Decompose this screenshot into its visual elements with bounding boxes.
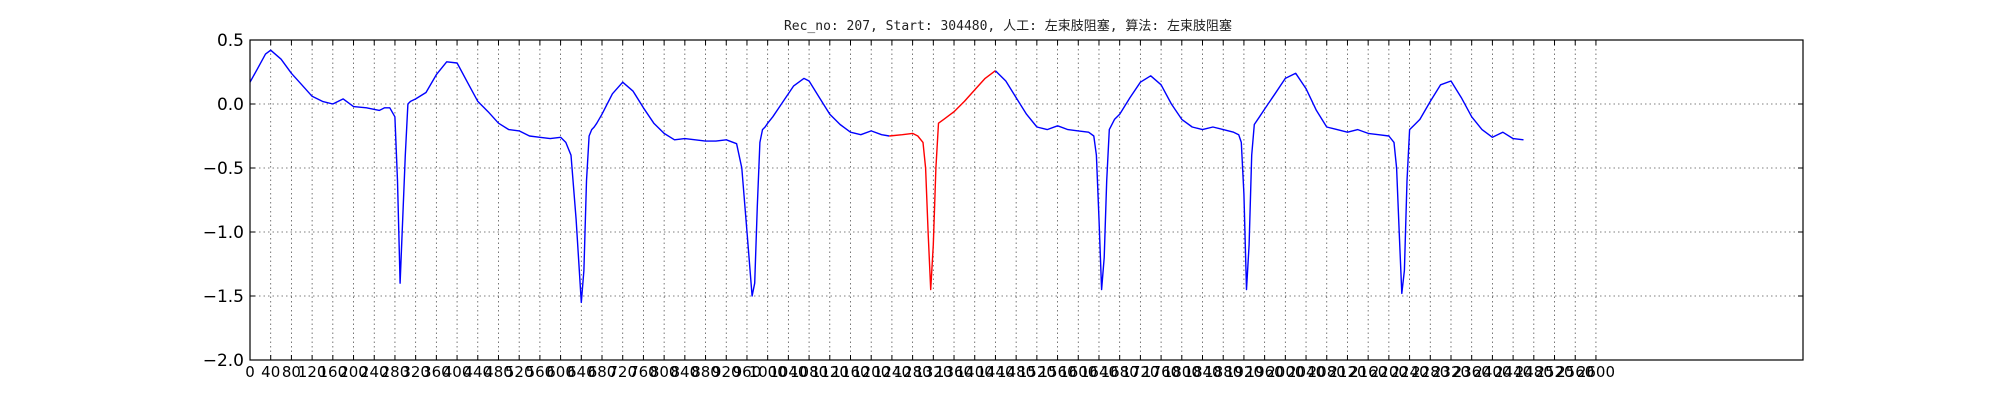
x-tick-label: 1360 <box>935 363 973 381</box>
x-tick-label: 280 <box>381 363 410 381</box>
x-tick-label: 1120 <box>811 363 849 381</box>
x-tick-label: 840 <box>671 363 700 381</box>
ecg-series-line <box>994 70 1524 295</box>
x-tick-label: 1280 <box>894 363 932 381</box>
x-tick-label: 1560 <box>1038 363 1076 381</box>
y-tick-label: −1.5 <box>203 287 244 307</box>
x-tick-label: 480 <box>484 363 513 381</box>
x-tick-label: 560 <box>526 363 555 381</box>
x-tick-label: 800 <box>650 363 679 381</box>
x-tick-label: 1200 <box>852 363 890 381</box>
x-tick-label: 2440 <box>1494 363 1532 381</box>
x-tick-label: 240 <box>360 363 389 381</box>
x-tick-label: 1760 <box>1142 363 1180 381</box>
x-tick-label: 2280 <box>1411 363 1449 381</box>
x-tick-label: 2200 <box>1370 363 1408 381</box>
x-tick-label: 80 <box>282 363 301 381</box>
x-tick-label: 1440 <box>976 363 1014 381</box>
series-lines <box>249 49 1524 304</box>
x-tick-label: 2600 <box>1577 363 1615 381</box>
y-tick-label: −1.0 <box>203 223 244 243</box>
y-tick-label: −2.0 <box>203 351 244 371</box>
x-tick-label: 2560 <box>1556 363 1594 381</box>
x-tick-label: 1840 <box>1183 363 1221 381</box>
x-tick-label: 2360 <box>1453 363 1491 381</box>
x-tick-label: 2520 <box>1535 363 1573 381</box>
x-tick-label: 2240 <box>1390 363 1428 381</box>
x-tick-label: 2040 <box>1287 363 1325 381</box>
x-tick-label: 2000 <box>1266 363 1304 381</box>
x-tick-label: 2480 <box>1515 363 1553 381</box>
x-tick-label: 2400 <box>1473 363 1511 381</box>
y-tick-label: 0.5 <box>217 31 244 51</box>
x-tick-label: 400 <box>443 363 472 381</box>
plot-frame <box>249 39 1804 361</box>
x-tick-label: 40 <box>261 363 280 381</box>
y-tick-label: 0.0 <box>217 95 244 115</box>
x-tick-label: 160 <box>319 363 348 381</box>
x-tick-label: 520 <box>505 363 534 381</box>
x-tick-label: 1880 <box>1204 363 1242 381</box>
x-tick-label: 760 <box>629 363 658 381</box>
x-tick-label: 1480 <box>997 363 1035 381</box>
x-tick-label: 1240 <box>873 363 911 381</box>
x-tick-label: 1000 <box>749 363 787 381</box>
ecg-series-line <box>889 70 996 291</box>
x-tick-label: 200 <box>339 363 368 381</box>
x-tick-label: 360 <box>422 363 451 381</box>
x-tick-label: 1520 <box>1018 363 1056 381</box>
x-tick-label: 1320 <box>914 363 952 381</box>
x-tick-label: 1920 <box>1225 363 1263 381</box>
x-tick-label: 1080 <box>790 363 828 381</box>
x-axis-ticks: 0 40 8012016020024028032036040044048052056… <box>245 40 1615 381</box>
x-tick-label: 0 <box>245 363 255 381</box>
x-tick-label: 1160 <box>831 363 869 381</box>
x-tick-label: 320 <box>401 363 430 381</box>
grid-lines <box>250 40 1803 360</box>
x-tick-label: 440 <box>463 363 492 381</box>
x-tick-label: 1640 <box>1080 363 1118 381</box>
x-tick-label: 2160 <box>1349 363 1387 381</box>
y-axis-ticks: 0.5 0.0 −0.5 −1.0 −1.5 −2.0 <box>203 31 1803 371</box>
y-tick-label: −0.5 <box>203 159 244 179</box>
x-tick-label: 1680 <box>1101 363 1139 381</box>
ecg-series-line <box>249 49 890 304</box>
x-tick-label: 1040 <box>769 363 807 381</box>
x-tick-label: 600 <box>546 363 575 381</box>
chart-title: Rec_no: 207, Start: 304480, 人工: 左束肢阻塞, 算… <box>784 18 1232 34</box>
x-tick-label: 1600 <box>1059 363 1097 381</box>
x-tick-label: 120 <box>298 363 327 381</box>
x-tick-label: 640 <box>567 363 596 381</box>
x-tick-label: 880 <box>691 363 720 381</box>
x-tick-label: 720 <box>608 363 637 381</box>
x-tick-label: 2320 <box>1432 363 1470 381</box>
x-tick-label: 1400 <box>956 363 994 381</box>
x-tick-label: 2120 <box>1328 363 1366 381</box>
x-tick-label: 1960 <box>1246 363 1284 381</box>
x-tick-label: 1720 <box>1121 363 1159 381</box>
x-tick-label: 920 <box>712 363 741 381</box>
x-tick-label: 960 <box>733 363 762 381</box>
x-tick-label: 1800 <box>1163 363 1201 381</box>
x-tick-label: 2080 <box>1308 363 1346 381</box>
x-tick-label: 680 <box>588 363 617 381</box>
